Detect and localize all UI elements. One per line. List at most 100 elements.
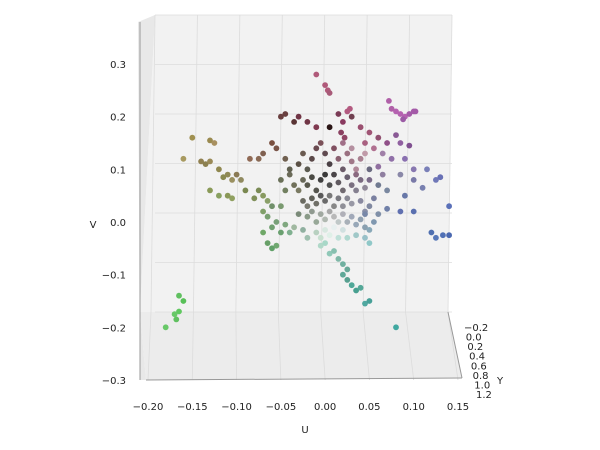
data-point (322, 171, 328, 178)
data-point (357, 284, 364, 291)
data-point (340, 261, 346, 267)
grid-line-floor (277, 311, 282, 381)
data-point (424, 166, 430, 173)
v-tick-label: 0.0 (110, 218, 126, 229)
data-point (410, 208, 417, 215)
data-point (304, 234, 311, 241)
data-point (331, 224, 337, 231)
data-point (371, 195, 377, 202)
data-point (347, 105, 353, 112)
y-tick-label: 1.2 (476, 390, 492, 401)
data-point (402, 192, 408, 199)
data-point (357, 124, 364, 131)
x-axis-label: U (301, 425, 308, 436)
data-point (189, 134, 196, 141)
data-point (353, 187, 359, 194)
data-point (406, 111, 413, 117)
data-point (278, 113, 284, 120)
data-point (406, 142, 413, 149)
data-point (180, 298, 187, 304)
data-point (338, 129, 344, 136)
data-point (264, 240, 271, 247)
data-point (216, 192, 222, 199)
data-point (362, 184, 368, 191)
u-tick-label: −0.20 (133, 402, 164, 413)
data-point (344, 150, 351, 157)
data-point (410, 177, 417, 183)
data-point (353, 221, 359, 228)
data-point (397, 208, 404, 215)
data-point (340, 187, 346, 194)
y-tick-label: 0.8 (473, 371, 489, 382)
data-point (211, 140, 218, 146)
data-point (322, 198, 328, 204)
data-point (331, 171, 337, 178)
data-point (317, 192, 324, 199)
data-point (340, 140, 346, 146)
data-point (371, 219, 377, 225)
u-tick-label: 0.05 (358, 402, 380, 413)
data-point (348, 145, 355, 152)
u-tick-label: 0.10 (403, 402, 425, 413)
data-point (180, 155, 187, 162)
data-point (304, 119, 311, 125)
data-point (322, 216, 328, 223)
data-point (238, 177, 244, 183)
data-point (313, 229, 320, 236)
data-point (313, 187, 320, 194)
data-point (419, 184, 426, 191)
v-tick-label: 0.2 (110, 113, 126, 124)
data-point (344, 234, 351, 241)
data-point (300, 150, 306, 157)
data-point (251, 195, 258, 202)
data-point (309, 208, 315, 215)
axis-panes (138, 15, 462, 380)
axis-lines (139, 22, 463, 381)
u-tick-label: 0.15 (447, 402, 469, 413)
data-point (437, 174, 444, 181)
tick-labels: −0.20 −0.15 −0.10 −0.05 0.00 0.05 0.10 0.15 0.3 0… (102, 60, 492, 413)
data-point (260, 192, 266, 199)
data-point (366, 203, 373, 210)
data-point (397, 140, 404, 146)
data-point (198, 158, 205, 165)
floor-pane (140, 312, 462, 380)
grid-line-floor (447, 311, 459, 381)
data-point (173, 316, 180, 323)
data-point (317, 242, 324, 249)
data-point (291, 224, 297, 231)
u-tick-label: −0.10 (221, 402, 252, 413)
data-point (388, 105, 395, 112)
v-tick-label: −0.3 (102, 376, 126, 387)
data-point (384, 140, 390, 146)
data-point (317, 211, 324, 218)
data-point (216, 166, 222, 173)
data-point (335, 234, 342, 241)
data-point (353, 171, 359, 178)
grid-line-floor (191, 311, 194, 381)
data-point (335, 256, 342, 262)
data-point (402, 155, 408, 162)
data-point (348, 182, 355, 189)
y-tick-label: 0.6 (471, 361, 487, 372)
data-point (295, 161, 302, 168)
data-point (229, 195, 236, 202)
data-point (322, 240, 328, 247)
data-point (291, 182, 297, 189)
data-point (313, 145, 320, 152)
data-point (400, 116, 406, 123)
data-point (340, 227, 346, 233)
data-point (295, 187, 302, 194)
data-point (388, 155, 395, 162)
data-point (362, 300, 368, 307)
data-point (366, 240, 373, 247)
side-pane (138, 15, 155, 380)
data-point (260, 150, 266, 157)
data-point (286, 166, 293, 173)
data-point (309, 174, 315, 181)
data-point (353, 166, 359, 173)
data-point (379, 171, 386, 178)
data-point (428, 229, 435, 236)
data-point (207, 158, 213, 165)
data-point (286, 171, 293, 178)
